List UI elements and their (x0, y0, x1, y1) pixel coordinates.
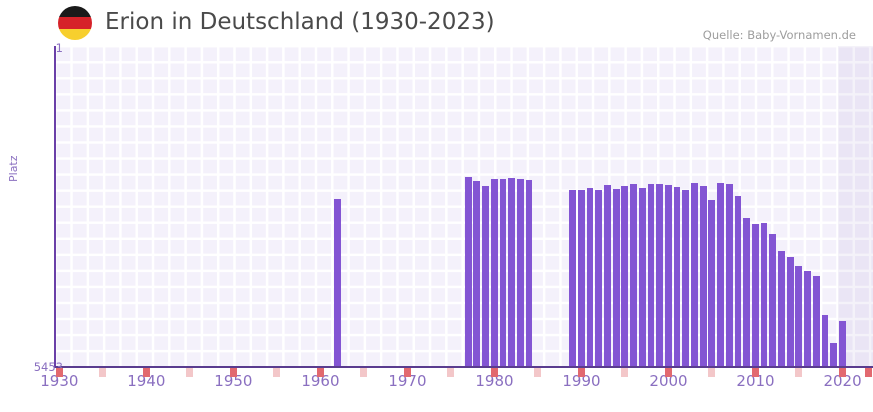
half-decade-marker-1995 (621, 368, 629, 377)
bar[interactable] (734, 195, 742, 367)
bar[interactable] (490, 179, 498, 367)
bar[interactable] (577, 190, 585, 367)
x-tick-1930: 1930 (40, 372, 79, 390)
bar[interactable] (743, 217, 751, 367)
bar[interactable] (838, 320, 846, 367)
x-tick-2000: 2000 (649, 372, 688, 390)
bar[interactable] (569, 189, 576, 367)
source-label: Quelle: Baby-Vornamen.de (702, 28, 856, 42)
half-decade-marker-1935 (99, 368, 107, 377)
half-decade-marker-1965 (360, 368, 368, 377)
y-tick-top: 1 (55, 41, 63, 55)
half-decade-marker-1955 (273, 368, 281, 377)
year-marker-strip (55, 368, 873, 377)
bar[interactable] (334, 199, 342, 367)
decade-marker-2010 (751, 368, 759, 377)
bar[interactable] (630, 184, 637, 367)
bar[interactable] (604, 185, 611, 367)
decade-marker-1980 (490, 368, 498, 377)
bar[interactable] (621, 186, 629, 367)
chart-header: Erion in Deutschland (1930-2023) Quelle:… (0, 0, 873, 46)
bar[interactable] (795, 266, 803, 367)
bar[interactable] (473, 180, 481, 367)
decade-marker-1970 (403, 368, 411, 377)
bar[interactable] (786, 257, 794, 367)
half-decade-marker-2005 (708, 368, 716, 377)
bar[interactable] (778, 250, 785, 367)
y-axis-line (54, 46, 56, 368)
page-title: Erion in Deutschland (1930-2023) (105, 9, 495, 35)
x-tick-1980: 1980 (475, 372, 514, 390)
flag-band-gold (58, 28, 92, 40)
german-flag-icon (58, 6, 92, 40)
bar[interactable] (464, 177, 472, 367)
plot-area (55, 46, 873, 367)
bar[interactable] (760, 223, 768, 367)
bar[interactable] (717, 182, 724, 367)
decade-marker-1940 (142, 368, 150, 377)
bar[interactable] (612, 189, 620, 367)
x-tick-2020: 2020 (823, 372, 862, 390)
decade-marker-2000 (664, 368, 672, 377)
decade-marker-1990 (577, 368, 585, 377)
x-tick-2010: 2010 (736, 372, 775, 390)
bar[interactable] (751, 224, 759, 367)
half-decade-marker-1975 (447, 368, 455, 377)
bar[interactable] (586, 188, 594, 367)
bar[interactable] (508, 178, 516, 367)
x-tick-1940: 1940 (127, 372, 166, 390)
flag-band-red (58, 17, 92, 29)
bar[interactable] (725, 184, 733, 367)
bar[interactable] (647, 183, 655, 367)
bar[interactable] (673, 187, 681, 367)
flag-band-black (58, 6, 92, 18)
decade-marker-1950 (229, 368, 237, 377)
bar[interactable] (821, 315, 829, 367)
bar[interactable] (482, 186, 489, 367)
x-tick-1950: 1950 (214, 372, 253, 390)
decade-marker-1960 (316, 368, 324, 377)
bar[interactable] (516, 179, 524, 367)
half-decade-marker-1945 (186, 368, 194, 377)
bar[interactable] (638, 188, 646, 367)
half-decade-marker-2015 (795, 368, 803, 377)
bar[interactable] (664, 184, 672, 367)
decade-marker-2020 (838, 368, 846, 377)
half-decade-marker-1985 (534, 368, 542, 377)
bar[interactable] (595, 189, 603, 367)
x-tick-1990: 1990 (562, 372, 601, 390)
x-tick-1960: 1960 (301, 372, 340, 390)
decade-marker-1930 (55, 368, 63, 377)
y-tick-bottom: 5453 (33, 360, 63, 374)
future-shade-region (838, 46, 873, 367)
bar[interactable] (769, 233, 777, 367)
bar[interactable] (656, 184, 663, 367)
bar-series (55, 46, 873, 367)
bar[interactable] (682, 190, 690, 367)
bar[interactable] (812, 275, 820, 367)
bar[interactable] (699, 186, 707, 367)
bar[interactable] (525, 180, 533, 367)
y-axis-title: Platz (7, 155, 20, 182)
bar[interactable] (499, 179, 507, 367)
bar[interactable] (708, 200, 716, 367)
bar[interactable] (830, 343, 838, 367)
bar[interactable] (691, 183, 698, 367)
x-tick-1970: 1970 (388, 372, 427, 390)
bar[interactable] (804, 270, 811, 367)
decade-marker-2023 (865, 368, 872, 377)
x-axis-line (55, 366, 873, 368)
